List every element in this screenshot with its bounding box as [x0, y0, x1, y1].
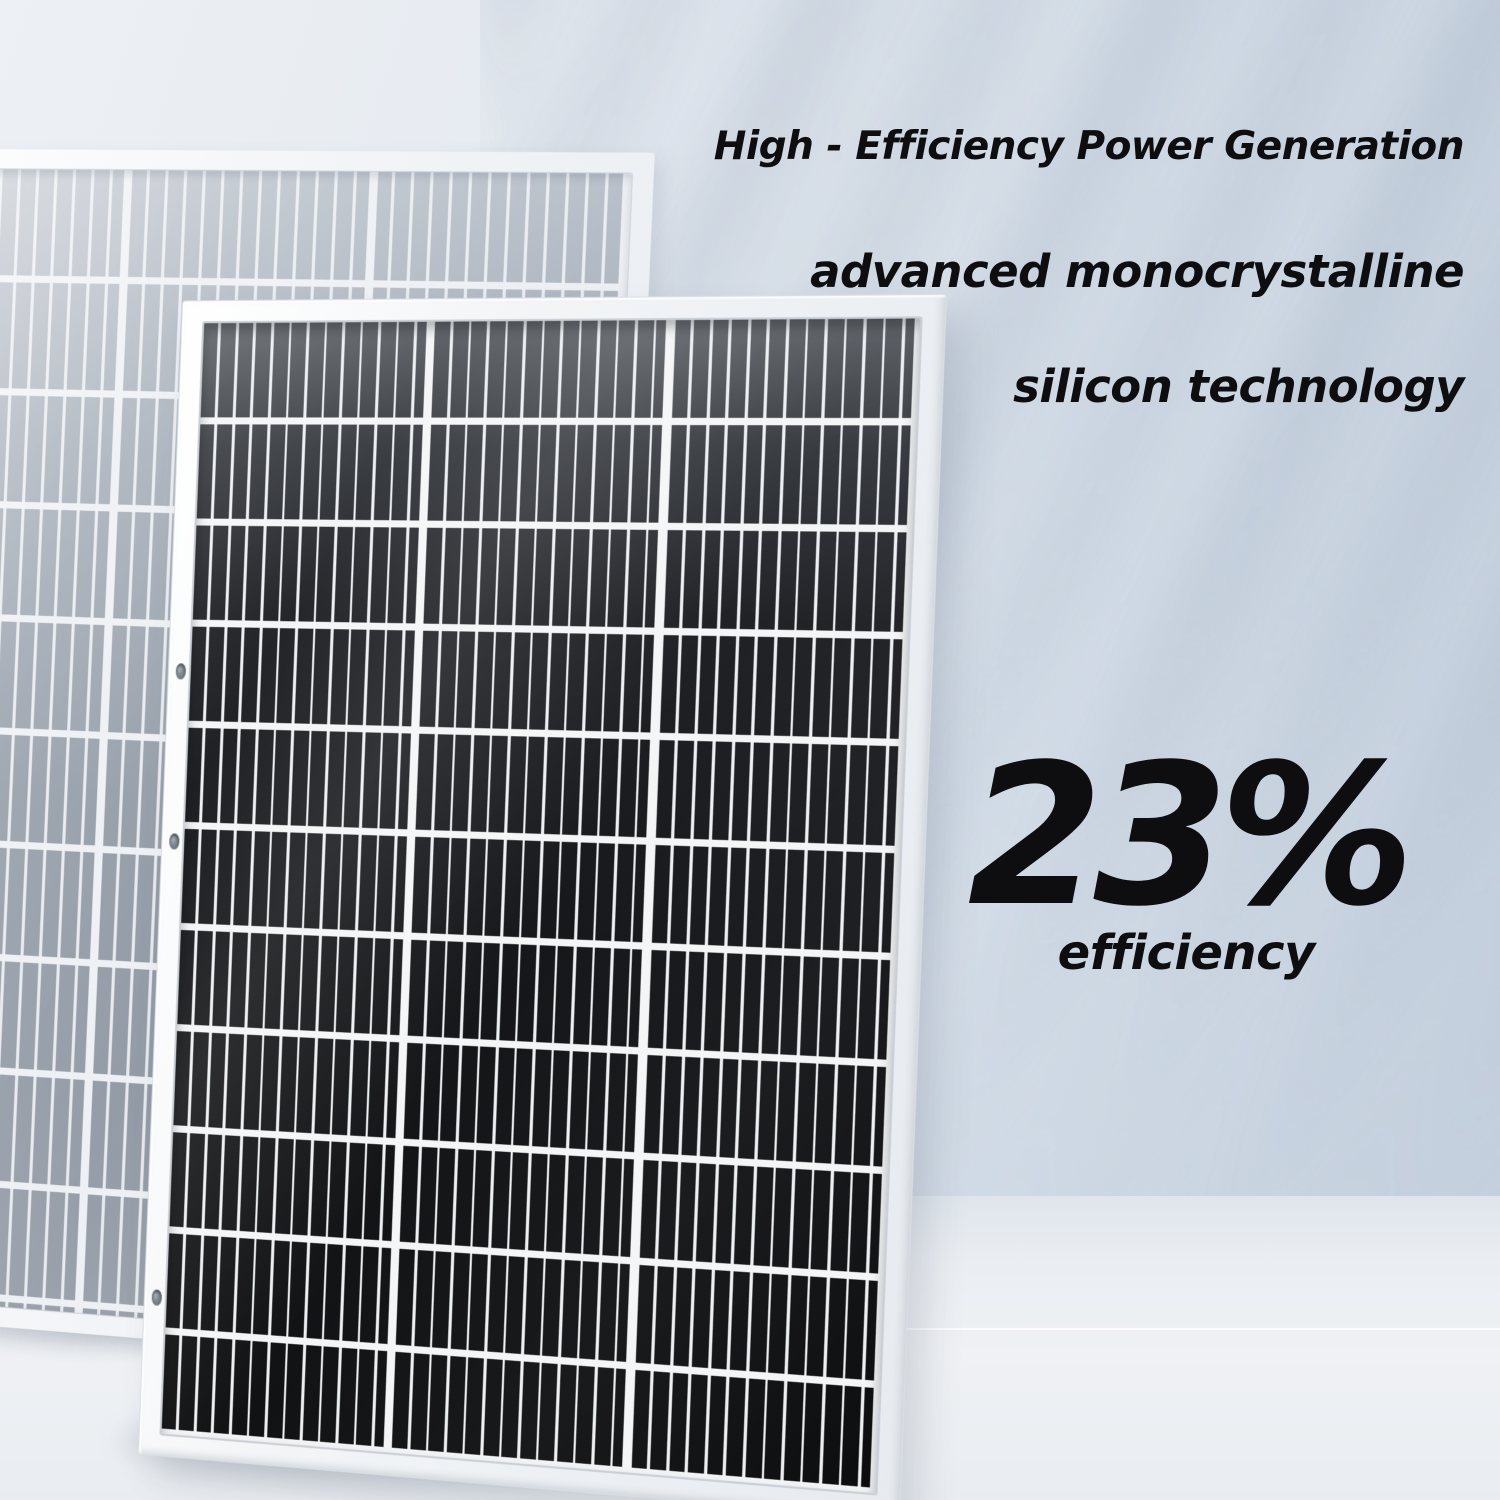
headline-line3: silicon technology	[1013, 360, 1464, 413]
floor-seam-line	[830, 1328, 1500, 1330]
panel-cells-black	[161, 318, 921, 1494]
headline-line1: High - Efficiency Power Generation	[713, 124, 1465, 169]
mounting-hole	[151, 1289, 163, 1306]
solar-panel-front	[137, 293, 948, 1500]
efficiency-label: efficiency	[1057, 925, 1316, 982]
mounting-hole	[175, 663, 187, 680]
headline-block: High - Efficiency Power Generation advan…	[713, 124, 1465, 413]
headline-line2: advanced monocrystalline	[810, 245, 1464, 298]
mounting-hole	[169, 833, 180, 850]
efficiency-stat: 23% efficiency	[967, 722, 1415, 982]
efficiency-value: 23%	[967, 722, 1415, 949]
